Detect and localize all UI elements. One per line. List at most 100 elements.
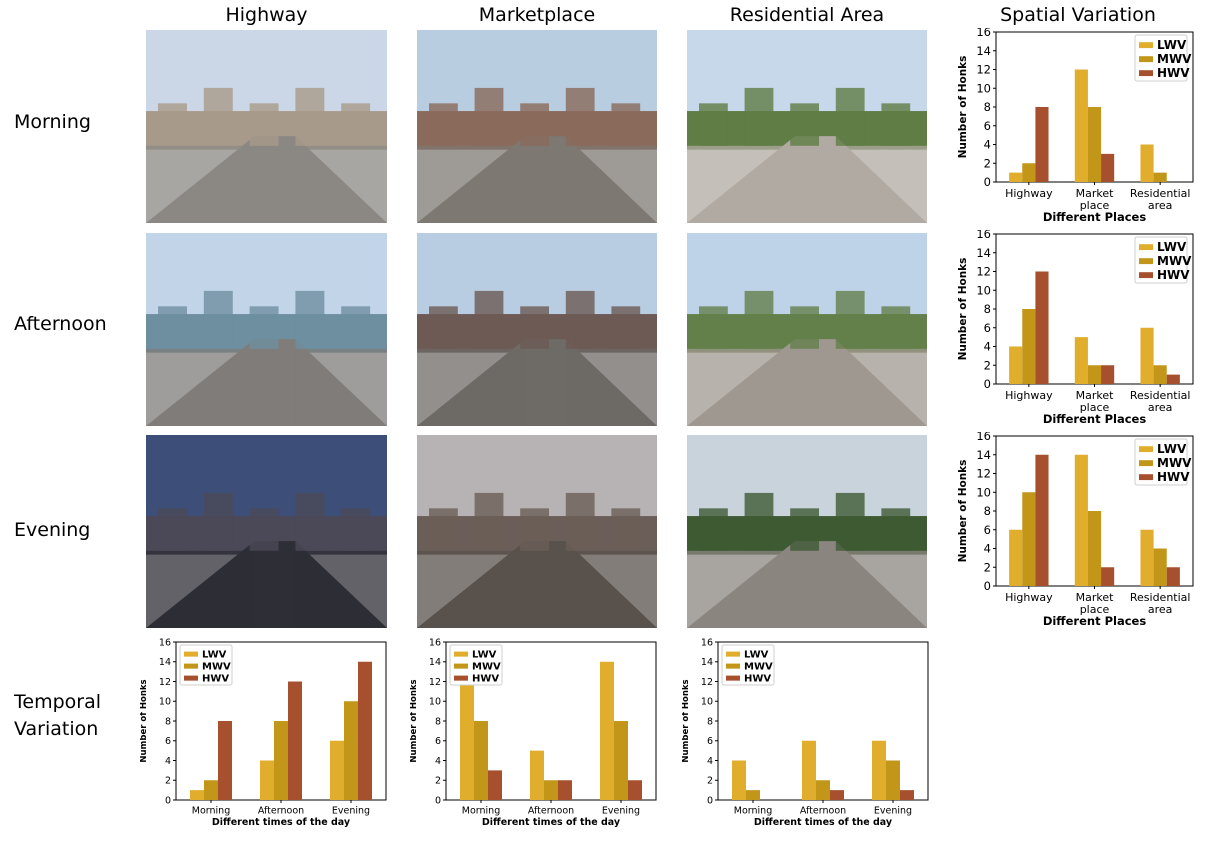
legend-swatch-mwv (454, 663, 468, 669)
x-tick-label: Residential (1130, 389, 1191, 402)
chart-svg: 0 2 4 6 8 10 12 14 16 Morning Afternoon EveningDiff… (410, 637, 657, 828)
x-tick-label: Afternoon (800, 806, 846, 817)
legend-swatch-lwv (1139, 244, 1153, 251)
y-tick-label: 2 (984, 358, 991, 372)
y-axis-label: Number of Honks (682, 679, 691, 762)
bar-hwv (1101, 567, 1115, 586)
bar-hwv (558, 780, 572, 800)
y-tick-label: 0 (984, 579, 991, 593)
bar-hwv (488, 770, 502, 800)
x-axis-label: Different times of the day (754, 817, 893, 828)
y-tick-label: 12 (976, 265, 991, 279)
y-tick-label: 12 (976, 63, 991, 77)
bar-mwv (886, 760, 900, 800)
legend-swatch-lwv (1139, 446, 1153, 453)
y-tick-label: 14 (976, 44, 991, 58)
bar-mwv (474, 721, 488, 800)
bar-hwv (218, 721, 232, 800)
y-tick-label: 10 (701, 697, 713, 708)
x-tick-label: Highway (1005, 187, 1053, 200)
x-tick-label: Morning (734, 806, 772, 817)
legend-label-hwv: HWV (744, 673, 771, 684)
legend-label-mwv: MWV (472, 661, 501, 672)
y-axis-label: Number of Honks (958, 460, 969, 563)
y-tick-label: 4 (984, 138, 991, 152)
y-tick-label: 8 (435, 716, 441, 727)
y-tick-label: 16 (159, 637, 171, 648)
photo-scene (687, 435, 927, 628)
row-header-evening: Evening (14, 519, 91, 541)
y-tick-label: 10 (976, 81, 991, 95)
y-tick-label: 6 (435, 736, 441, 747)
y-tick-label: 10 (976, 485, 991, 499)
legend-swatch-hwv (454, 675, 468, 681)
chart-svg: 0 2 4 6 8 10 12 14 16 Highway Marketplace Residenti… (958, 432, 1194, 628)
y-tick-label: 12 (976, 467, 991, 481)
y-tick-label: 8 (984, 100, 991, 114)
y-tick-label: 12 (429, 677, 441, 688)
chart-temporal-highway: 0 2 4 6 8 10 12 14 16 Morning Afternoon Evening Diff… (140, 636, 390, 828)
legend-label-hwv: HWV (1157, 470, 1190, 484)
legend-label-lwv: LWV (1157, 240, 1187, 254)
legend-label-mwv: MWV (1157, 254, 1192, 268)
x-tick-label: Morning (192, 806, 230, 817)
x-axis-label: Different Places (1043, 210, 1147, 224)
legend-label-lwv: LWV (472, 649, 497, 660)
photo-residential-afternoon (687, 233, 927, 426)
y-tick-label: 14 (976, 448, 991, 462)
y-tick-label: 12 (159, 677, 171, 688)
bar-mwv (1022, 492, 1036, 586)
y-tick-label: 14 (976, 246, 991, 260)
x-tick-label: Market (1076, 389, 1114, 402)
photo-marketplace-evening (417, 435, 657, 628)
legend-swatch-mwv (184, 663, 198, 669)
y-tick-label: 0 (165, 795, 171, 806)
bar-mwv (1087, 365, 1102, 384)
y-tick-label: 2 (707, 776, 713, 787)
legend-swatch-lwv (726, 651, 740, 657)
y-tick-label: 4 (435, 756, 441, 767)
chart-spatial-evening: 0 2 4 6 8 10 12 14 16 Highway Market place Residenti… (958, 432, 1198, 628)
y-tick-label: 10 (429, 697, 441, 708)
legend-swatch-mwv (726, 663, 740, 669)
legend-swatch-mwv (1139, 258, 1153, 265)
y-tick-label: 14 (429, 657, 441, 668)
bar-lwv (1140, 144, 1154, 182)
bar-hwv (1101, 153, 1115, 182)
legend-swatch-lwv (454, 651, 468, 657)
photo-scene (146, 435, 387, 628)
bar-hwv (288, 681, 302, 800)
x-axis-label: Different Places (1043, 614, 1147, 628)
bar-mwv (204, 780, 218, 800)
legend-label-mwv: MWV (1157, 456, 1192, 470)
bar-mwv (544, 780, 558, 800)
y-tick-label: 14 (159, 657, 171, 668)
bar-mwv (1153, 548, 1167, 586)
legend-label-hwv: HWV (202, 673, 229, 684)
column-header-residential-area: Residential Area (729, 4, 885, 26)
bar-mwv (1153, 172, 1167, 182)
x-tick-label: place (1080, 603, 1110, 616)
photo-scene (687, 30, 927, 223)
bar-lwv (1074, 69, 1088, 182)
bar-lwv (260, 760, 274, 800)
bar-lwv (460, 681, 474, 800)
y-axis-label: Number of Honks (958, 56, 969, 159)
x-tick-label: Evening (874, 806, 912, 817)
y-tick-label: 0 (984, 175, 991, 189)
chart-svg: 0 2 4 6 8 10 12 14 16 Highway Marketplace Residenti… (958, 230, 1194, 426)
x-tick-label: Afternoon (258, 806, 304, 817)
legend-label-hwv: HWV (1157, 268, 1190, 282)
legend-swatch-lwv (184, 651, 198, 657)
bar-mwv (746, 790, 760, 800)
y-tick-label: 4 (984, 340, 991, 354)
chart-temporal-residential: 0 2 4 6 8 10 12 14 16 Morning Afternoon Evening Diff… (682, 636, 932, 828)
legend-label-hwv: HWV (1157, 66, 1190, 80)
photo-scene (146, 233, 387, 426)
photo-highway-evening (146, 435, 387, 628)
chart-svg: 0 2 4 6 8 10 12 14 16 Highway Marketplace Residenti… (958, 28, 1194, 224)
y-tick-label: 8 (707, 716, 713, 727)
x-tick-label: Highway (1005, 389, 1053, 402)
legend-label-hwv: HWV (472, 673, 499, 684)
bar-mwv (1022, 163, 1036, 182)
